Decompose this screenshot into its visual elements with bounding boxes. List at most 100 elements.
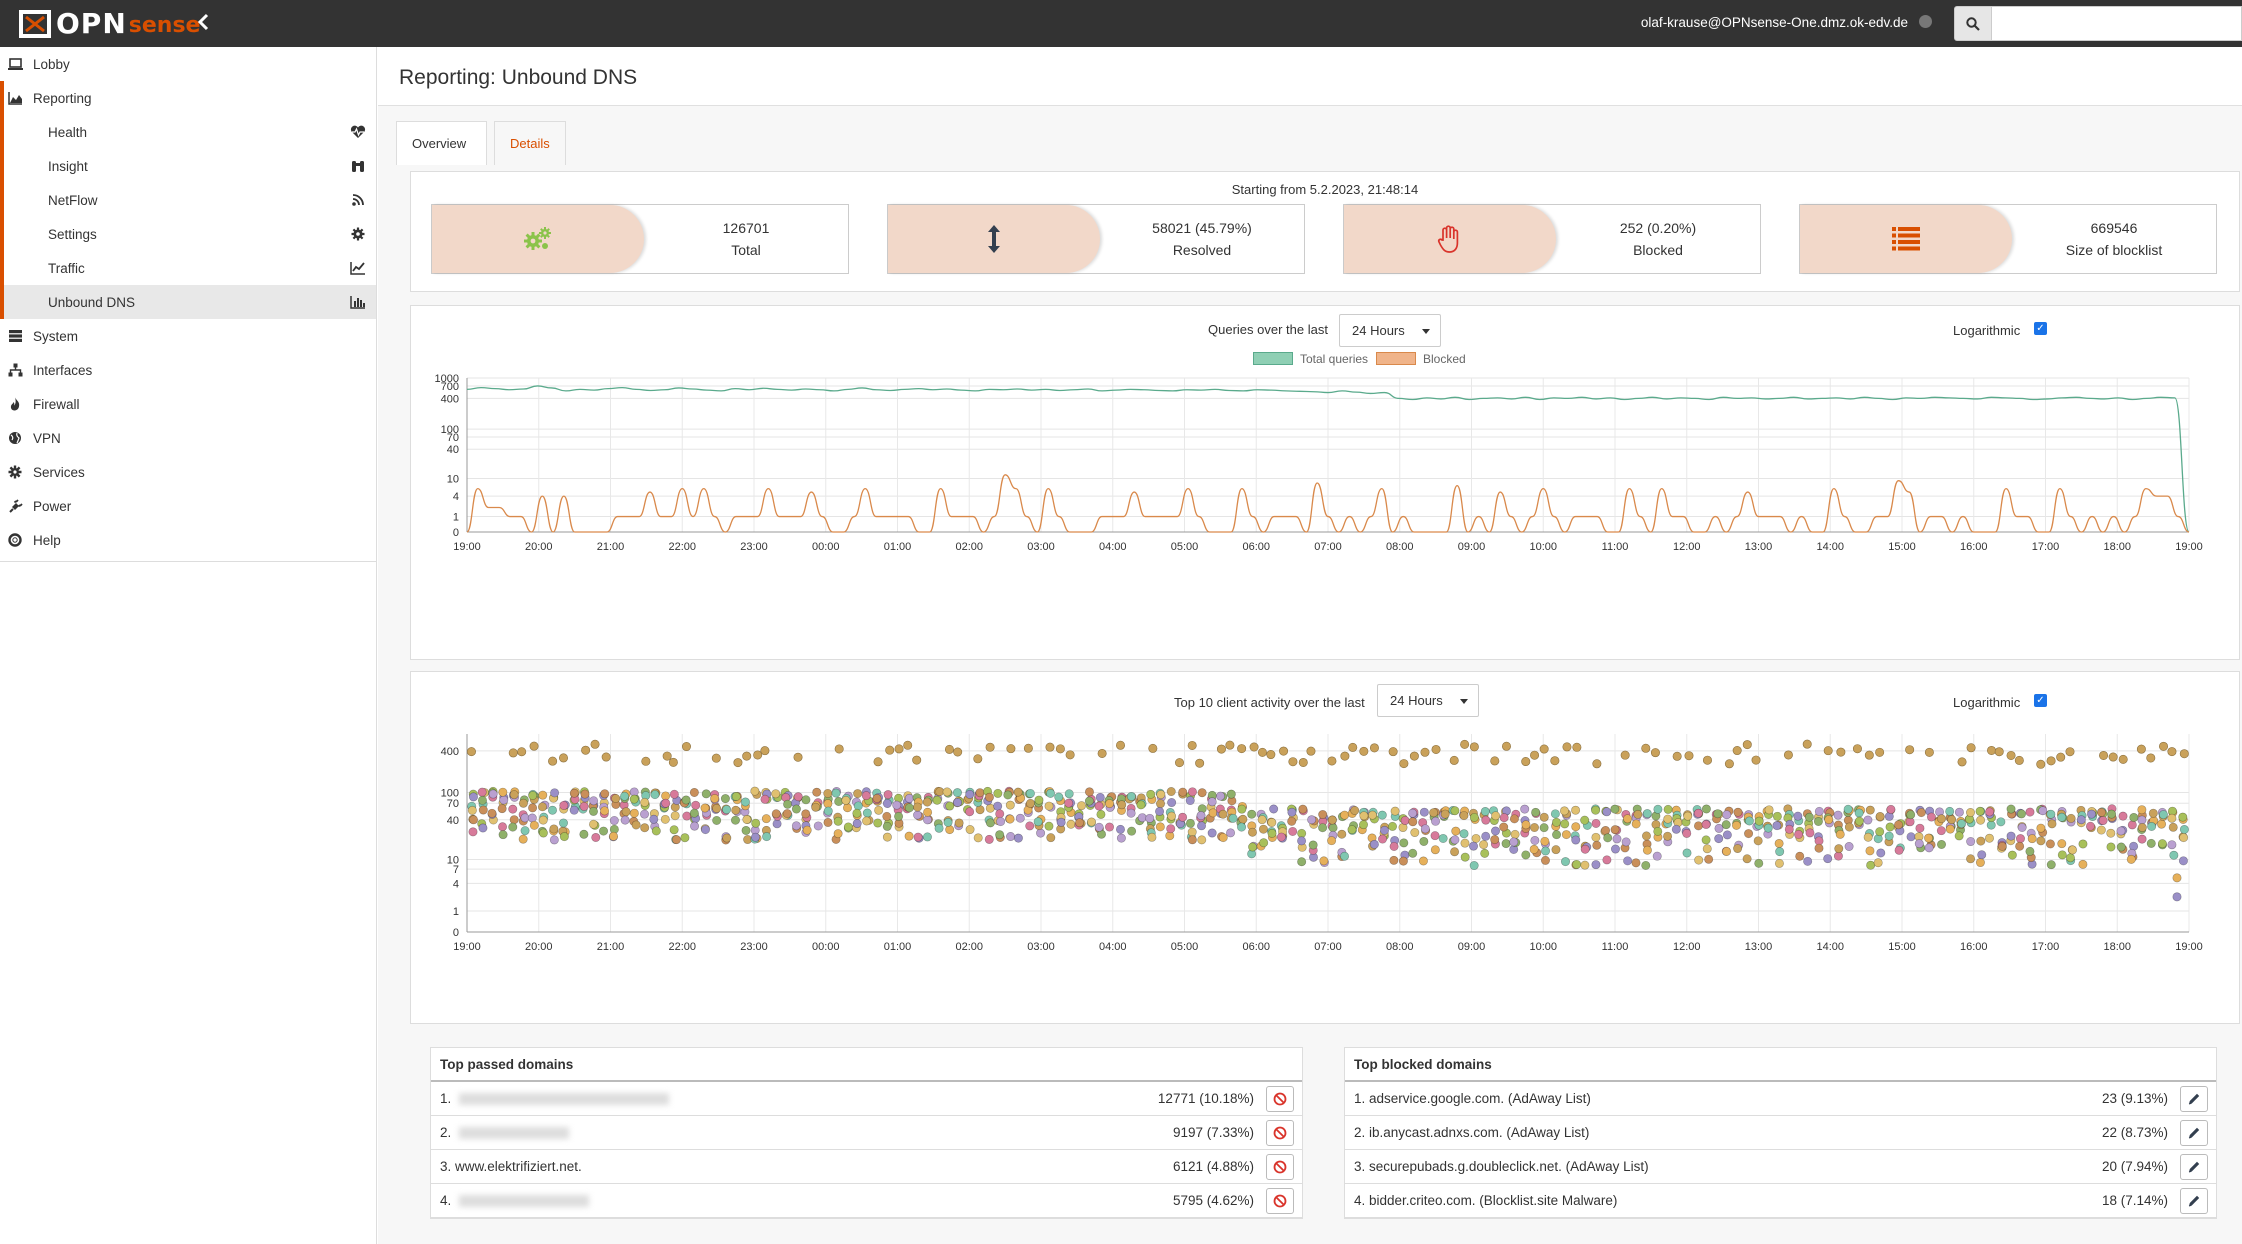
data-point <box>1155 822 1165 832</box>
data-point <box>1287 816 1297 826</box>
block-domain-button[interactable] <box>1266 1120 1294 1146</box>
legend-label-total[interactable]: Total queries <box>1300 352 1369 366</box>
y-tick-label: 4 <box>453 878 459 890</box>
domain-count: 5795 (4.62%) <box>1172 1193 1254 1208</box>
data-point <box>834 744 844 754</box>
whitelist-domain-button[interactable] <box>2180 1120 2208 1146</box>
x-tick-label: 14:00 <box>1816 941 1844 953</box>
data-point <box>1924 747 1934 757</box>
data-point <box>985 818 995 828</box>
sidebar-item-lobby[interactable]: Lobby <box>0 47 376 81</box>
chevron-down-icon <box>1422 329 1430 334</box>
data-point <box>731 805 741 815</box>
sidebar-item-reporting[interactable]: Reporting <box>0 81 376 115</box>
data-point <box>2078 839 2088 849</box>
whitelist-domain-button[interactable] <box>2180 1188 2208 1214</box>
data-point <box>1013 833 1023 843</box>
status-indicator-icon[interactable] <box>1919 15 1932 28</box>
legend-swatch-blocked[interactable] <box>1376 352 1416 365</box>
data-point <box>1802 739 1812 749</box>
sidebar-subitem-unbound-dns[interactable]: Unbound DNS <box>0 285 376 319</box>
tab-overview[interactable]: Overview <box>396 121 487 165</box>
data-point <box>1327 756 1337 766</box>
data-point <box>2038 806 2048 816</box>
sidebar-collapse-icon[interactable] <box>196 12 216 34</box>
data-point <box>1843 804 1853 814</box>
clients-log-label: Logarithmic <box>1953 695 2021 710</box>
sidebar-subitem-traffic[interactable]: Traffic <box>0 251 376 285</box>
stat-icon-area <box>888 205 1100 273</box>
data-point <box>1975 858 1985 868</box>
user-label[interactable]: olaf-krause@OPNsense-One.dmz.ok-edv.de <box>1640 15 1908 30</box>
sidebar-subitem-settings[interactable]: Settings <box>0 217 376 251</box>
data-point <box>1684 751 1694 761</box>
data-point <box>811 802 821 812</box>
queries-period-select[interactable]: 24 Hours <box>1339 314 1441 347</box>
sidebar-subitem-health[interactable]: Health <box>0 115 376 149</box>
data-point <box>2025 807 2035 817</box>
sidebar-item-interfaces[interactable]: Interfaces <box>0 353 376 387</box>
whitelist-domain-button[interactable] <box>2180 1086 2208 1112</box>
sidebar-item-help[interactable]: Help <box>0 523 376 557</box>
data-point <box>691 800 701 810</box>
data-point <box>478 823 488 833</box>
sidebar-subitem-netflow[interactable]: NetFlow <box>0 183 376 217</box>
data-point <box>1077 801 1087 811</box>
data-point <box>720 794 730 804</box>
data-point <box>782 809 792 819</box>
data-point <box>1087 817 1097 827</box>
data-point <box>1340 751 1350 761</box>
data-point <box>722 833 732 843</box>
opnsense-logo[interactable]: OPN sense <box>18 5 200 42</box>
data-point <box>843 822 853 832</box>
sidebar-item-services[interactable]: Services <box>0 455 376 489</box>
search-input[interactable] <box>1992 6 2242 41</box>
legend-swatch-total[interactable] <box>1253 352 1293 365</box>
legend-label-blocked[interactable]: Blocked <box>1423 352 1466 366</box>
block-domain-button[interactable] <box>1266 1086 1294 1112</box>
data-point <box>1975 806 1985 816</box>
data-point <box>1714 823 1724 833</box>
clients-log-checkbox[interactable]: ✓ <box>2034 694 2047 707</box>
data-point <box>912 755 922 765</box>
data-point <box>2179 749 2189 759</box>
data-point <box>1592 759 1602 769</box>
data-point <box>1359 811 1369 821</box>
data-point <box>1379 825 1389 835</box>
data-point <box>1266 750 1276 760</box>
sidebar-item-firewall[interactable]: Firewall <box>0 387 376 421</box>
data-point <box>1350 805 1360 815</box>
sidebar-item-system[interactable]: System <box>0 319 376 353</box>
data-point <box>1167 811 1177 821</box>
data-point <box>1733 844 1743 854</box>
data-point <box>1610 844 1620 854</box>
data-point <box>913 802 923 812</box>
data-point <box>2137 834 2147 844</box>
data-point <box>1430 845 1440 855</box>
x-tick-label: 15:00 <box>1888 941 1916 953</box>
data-point <box>2172 892 2182 902</box>
queries-log-checkbox[interactable]: ✓ <box>2034 322 2047 335</box>
whitelist-domain-button[interactable] <box>2180 1154 2208 1180</box>
tab-details[interactable]: Details <box>494 121 566 165</box>
data-point <box>1388 821 1398 831</box>
block-domain-button[interactable] <box>1266 1154 1294 1180</box>
sidebar-subitem-insight[interactable]: Insight <box>0 149 376 183</box>
y-tick-label: 40 <box>447 815 459 827</box>
ban-icon <box>1273 1194 1287 1208</box>
sidebar-item-vpn[interactable]: VPN <box>0 421 376 455</box>
x-tick-label: 20:00 <box>525 541 553 553</box>
sidebar-item-power[interactable]: Power <box>0 489 376 523</box>
clients-period-select[interactable]: 24 Hours <box>1377 684 1479 717</box>
stat-value: 58021 (45.79%) <box>1152 220 1252 236</box>
data-point <box>1367 810 1377 820</box>
data-point <box>1966 837 1976 847</box>
x-tick-label: 11:00 <box>1602 541 1629 553</box>
block-domain-button[interactable] <box>1266 1188 1294 1214</box>
data-point <box>913 832 923 842</box>
data-point <box>1985 807 1995 817</box>
search-button[interactable] <box>1954 6 1992 41</box>
data-point <box>872 793 882 803</box>
